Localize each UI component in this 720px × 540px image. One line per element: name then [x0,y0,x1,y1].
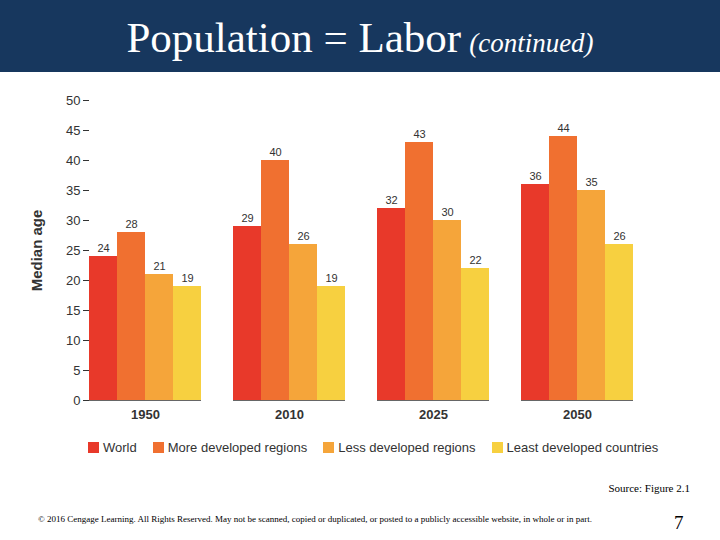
svg-text:Median age: Median age [28,210,45,292]
svg-text:30: 30 [441,206,453,218]
svg-text:15: 15 [66,303,80,318]
svg-text:36: 36 [529,170,541,182]
svg-text:10: 10 [66,333,80,348]
svg-text:50: 50 [66,93,80,108]
svg-text:21: 21 [153,260,165,272]
svg-text:2010: 2010 [275,407,304,422]
svg-text:19: 19 [181,272,193,284]
svg-text:43: 43 [413,128,425,140]
svg-text:26: 26 [613,230,625,242]
svg-text:35: 35 [585,176,597,188]
svg-text:24: 24 [97,242,109,254]
svg-text:32: 32 [385,194,397,206]
html-text:Less developed regions: Less developed regions [338,440,476,455]
html-text:World: World [103,440,137,455]
svg-text:2050: 2050 [563,407,592,422]
html-text:Population = Labor (continued): Population = Labor (continued) [126,14,594,61]
svg-text:35: 35 [66,183,80,198]
svg-text:44: 44 [557,122,569,134]
svg-text:5: 5 [73,363,80,378]
svg-text:28: 28 [125,218,137,230]
svg-text:19: 19 [325,272,337,284]
svg-text:20: 20 [66,273,80,288]
svg-text:40: 40 [66,153,80,168]
html-text:More developed regions: More developed regions [167,440,308,455]
html-text:7: 7 [674,512,684,533]
svg-text:40: 40 [269,146,281,158]
svg-text:26: 26 [297,230,309,242]
svg-text:0: 0 [73,393,80,408]
svg-text:45: 45 [66,123,80,138]
html-text:Source: Figure 2.1: Source: Figure 2.1 [608,482,690,494]
svg-text:22: 22 [469,254,481,266]
html-text:Least developed countries: Least developed countries [506,440,659,455]
svg-text:30: 30 [66,213,80,228]
svg-text:1950: 1950 [131,407,160,422]
svg-text:25: 25 [66,243,80,258]
svg-text:2025: 2025 [419,407,448,422]
html-text:© 2016 Cengage Learning. All R: © 2016 Cengage Learning. All Rights Rese… [38,514,592,524]
svg-text:29: 29 [241,212,253,224]
